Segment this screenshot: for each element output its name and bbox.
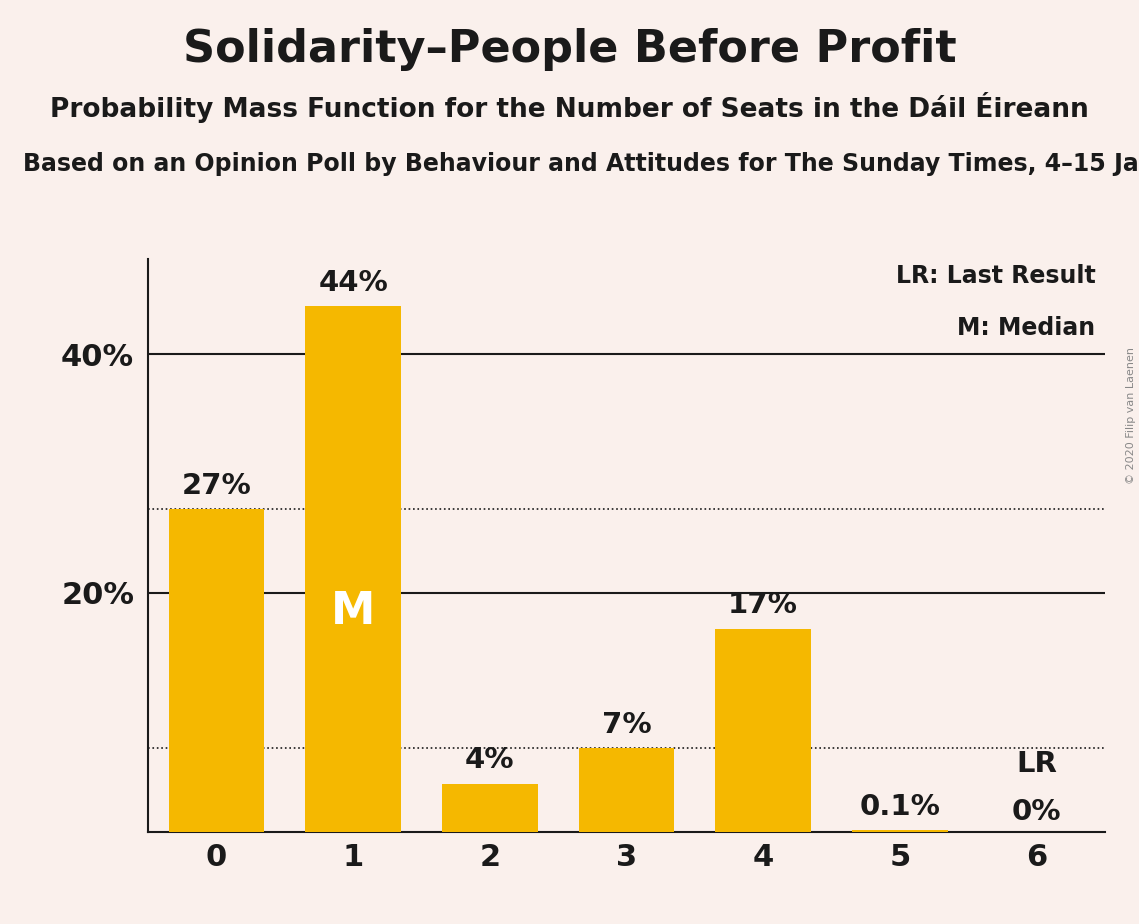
Text: LR: Last Result: LR: Last Result [895, 264, 1096, 288]
Text: © 2020 Filip van Laenen: © 2020 Filip van Laenen [1126, 347, 1136, 484]
Text: Probability Mass Function for the Number of Seats in the Dáil Éireann: Probability Mass Function for the Number… [50, 92, 1089, 124]
Bar [169, 509, 264, 832]
Bar [442, 784, 538, 832]
Text: LR: LR [1016, 750, 1057, 778]
Bar [715, 628, 811, 832]
Text: M: M [331, 590, 375, 633]
Bar [852, 831, 948, 832]
Bar [305, 307, 401, 832]
Bar [579, 748, 674, 832]
Text: 44%: 44% [318, 269, 388, 297]
Text: 27%: 27% [181, 472, 252, 500]
Text: 7%: 7% [601, 711, 652, 738]
Text: Solidarity–People Before Profit: Solidarity–People Before Profit [182, 28, 957, 71]
Text: 4%: 4% [465, 747, 515, 774]
Text: 17%: 17% [728, 591, 798, 619]
Text: 0%: 0% [1011, 797, 1062, 826]
Text: M: Median: M: Median [957, 316, 1096, 340]
Text: Based on an Opinion Poll by Behaviour and Attitudes for The Sunday Times, 4–15 J: Based on an Opinion Poll by Behaviour an… [23, 152, 1139, 176]
Text: 0.1%: 0.1% [859, 793, 941, 821]
